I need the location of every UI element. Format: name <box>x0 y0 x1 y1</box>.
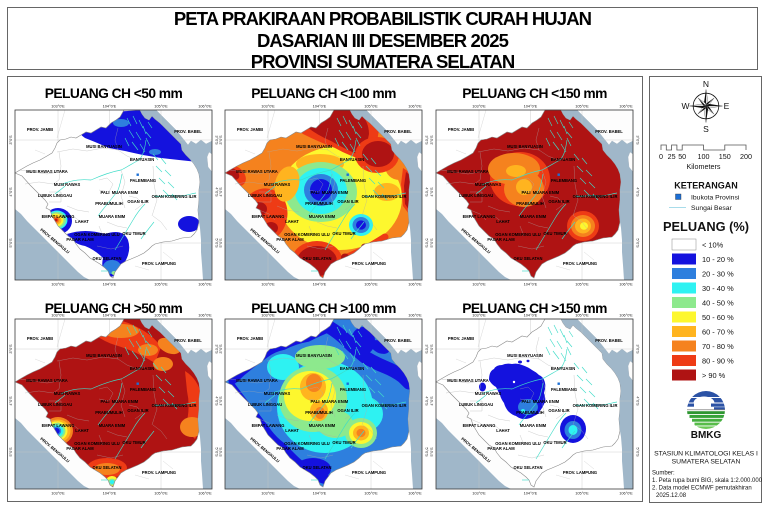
svg-text:0: 0 <box>659 152 663 161</box>
svg-text:W: W <box>681 101 689 111</box>
svg-text:1. Peta rupa bumi BIG, skala 1: 1. Peta rupa bumi BIG, skala 1:2.000.000 <box>652 478 762 484</box>
svg-text:80 - 90 %: 80 - 90 % <box>702 357 734 366</box>
svg-text:< 10%: < 10% <box>702 241 724 250</box>
svg-text:Ibukota Provinsi: Ibukota Provinsi <box>691 195 740 202</box>
svg-text:60 - 70 %: 60 - 70 % <box>702 328 734 337</box>
svg-text:50 - 60 %: 50 - 60 % <box>702 313 734 322</box>
svg-text:E: E <box>724 101 730 111</box>
svg-text:100: 100 <box>698 152 710 161</box>
svg-text:70 - 80 %: 70 - 80 % <box>702 342 734 351</box>
svg-text:BMKG: BMKG <box>691 430 722 441</box>
svg-text:30 - 40 %: 30 - 40 % <box>702 284 734 293</box>
svg-text:STASIUN KLIMATOLOGI KELAS I: STASIUN KLIMATOLOGI KELAS I <box>654 451 758 458</box>
svg-text:150: 150 <box>719 152 731 161</box>
svg-text:Sumber:: Sumber: <box>652 471 675 477</box>
svg-text:2025.12.08: 2025.12.08 <box>656 493 687 499</box>
svg-text:SUMATERA SELATAN: SUMATERA SELATAN <box>672 459 741 466</box>
svg-text:Kilometers: Kilometers <box>687 162 721 171</box>
svg-text:S: S <box>703 124 709 134</box>
svg-text:25: 25 <box>668 152 676 161</box>
svg-text:200: 200 <box>740 152 752 161</box>
svg-text:2. Data model ECMWF pemutakhir: 2. Data model ECMWF pemutakhiran <box>652 486 752 492</box>
svg-text:N: N <box>703 79 709 89</box>
svg-text:Sungai Besar: Sungai Besar <box>691 205 733 212</box>
svg-text:10 - 20 %: 10 - 20 % <box>702 255 734 264</box>
svg-text:> 90 %: > 90 % <box>702 371 726 380</box>
svg-text:40 - 50 %: 40 - 50 % <box>702 299 734 308</box>
svg-text:KETERANGAN: KETERANGAN <box>674 181 738 191</box>
svg-text:50: 50 <box>678 152 686 161</box>
svg-text:PELUANG (%): PELUANG (%) <box>663 219 749 234</box>
svg-text:20 - 30 %: 20 - 30 % <box>702 270 734 279</box>
